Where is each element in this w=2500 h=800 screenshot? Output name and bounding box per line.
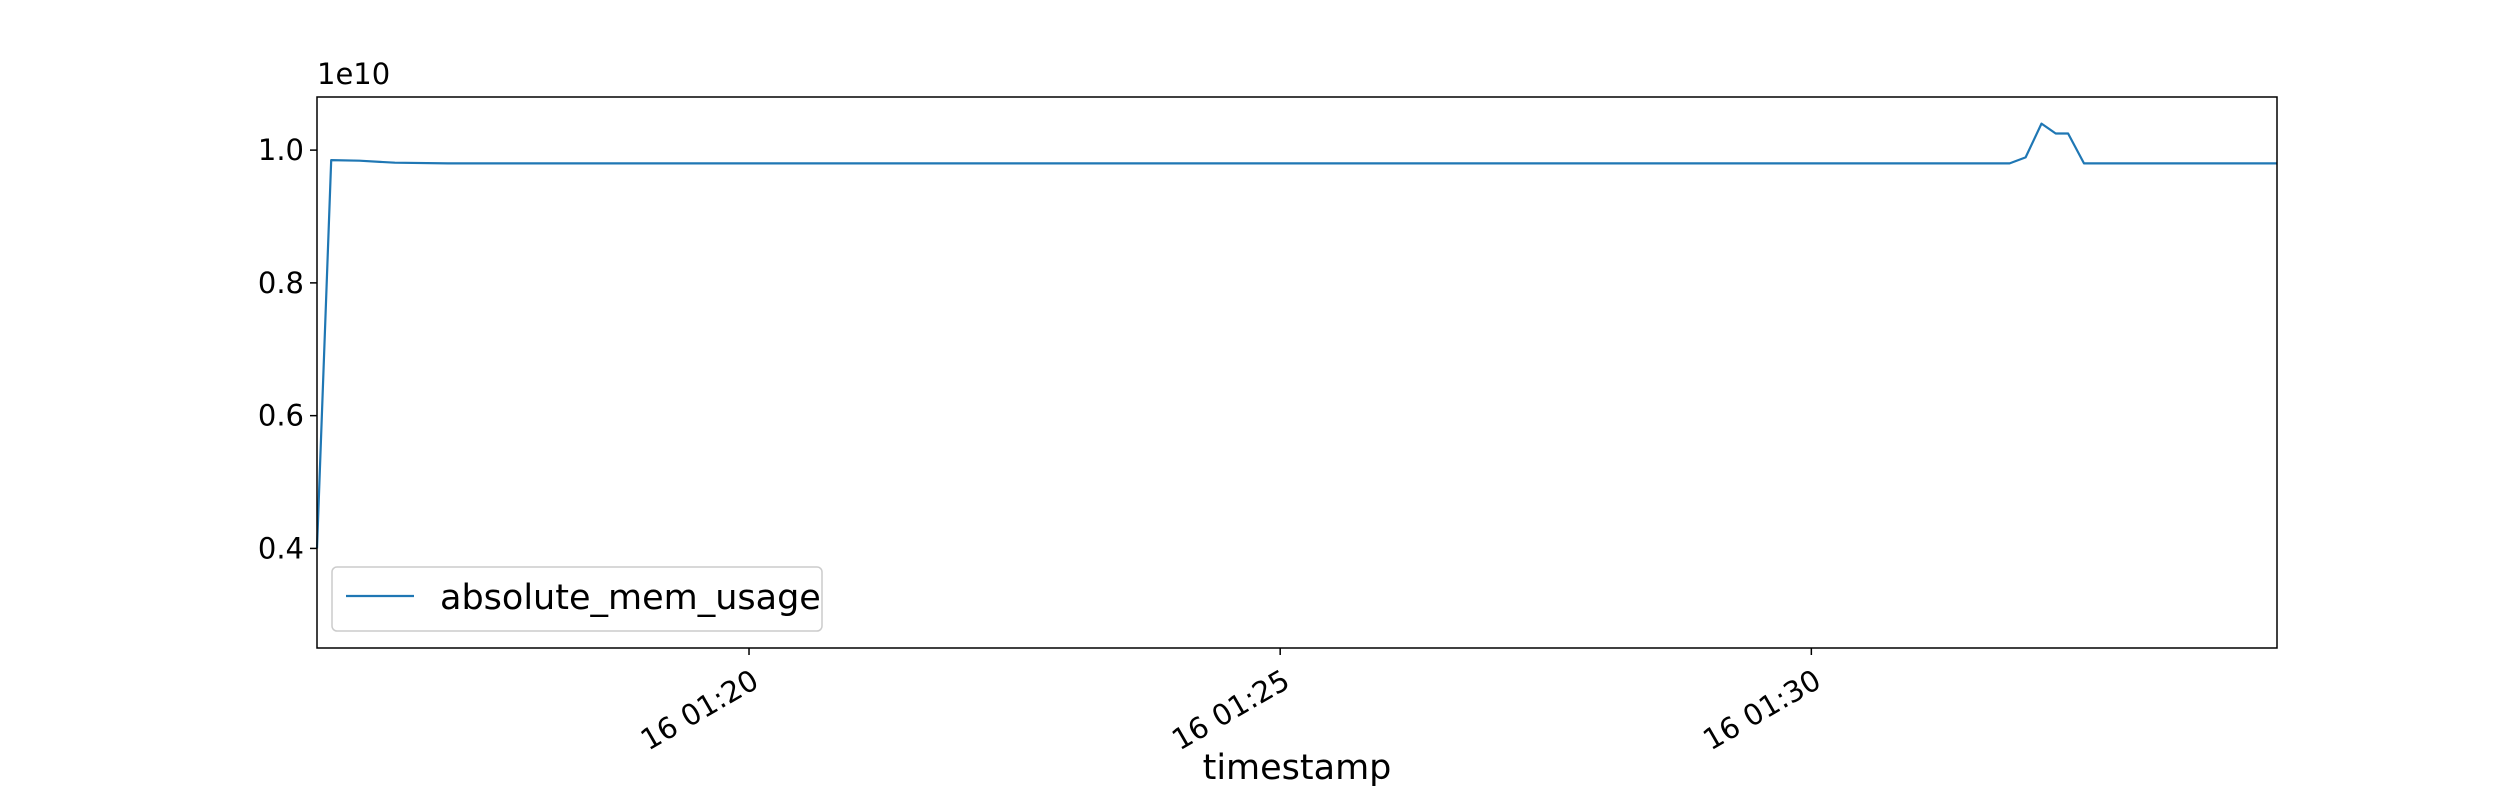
legend-box	[331, 566, 823, 632]
legend: absolute_mem_usage	[331, 566, 823, 632]
y-scale-label: 1e10	[317, 57, 390, 91]
x-tick-label-1: 16 01:25	[1166, 663, 1295, 757]
series-line-0	[315, 122, 2277, 549]
chart-marks	[315, 122, 2277, 549]
y-tick-label-2: 0.8	[258, 266, 304, 300]
x-tick-label-2: 16 01:30	[1697, 663, 1826, 757]
plot-frame	[316, 96, 2278, 649]
x-axis-label: timestamp	[1203, 748, 1392, 788]
chart-ticks: 0.4 0.6 0.8 1.0 16 01:20 16 01:25 16 01:30	[258, 133, 1827, 757]
y-tick-label-0: 0.4	[258, 531, 304, 565]
legend-label: absolute_mem_usage	[440, 578, 821, 618]
x-tick-label-0: 16 01:20	[635, 663, 764, 757]
y-tick-label-1: 0.6	[258, 399, 304, 433]
y-tick-label-3: 1.0	[258, 133, 304, 167]
